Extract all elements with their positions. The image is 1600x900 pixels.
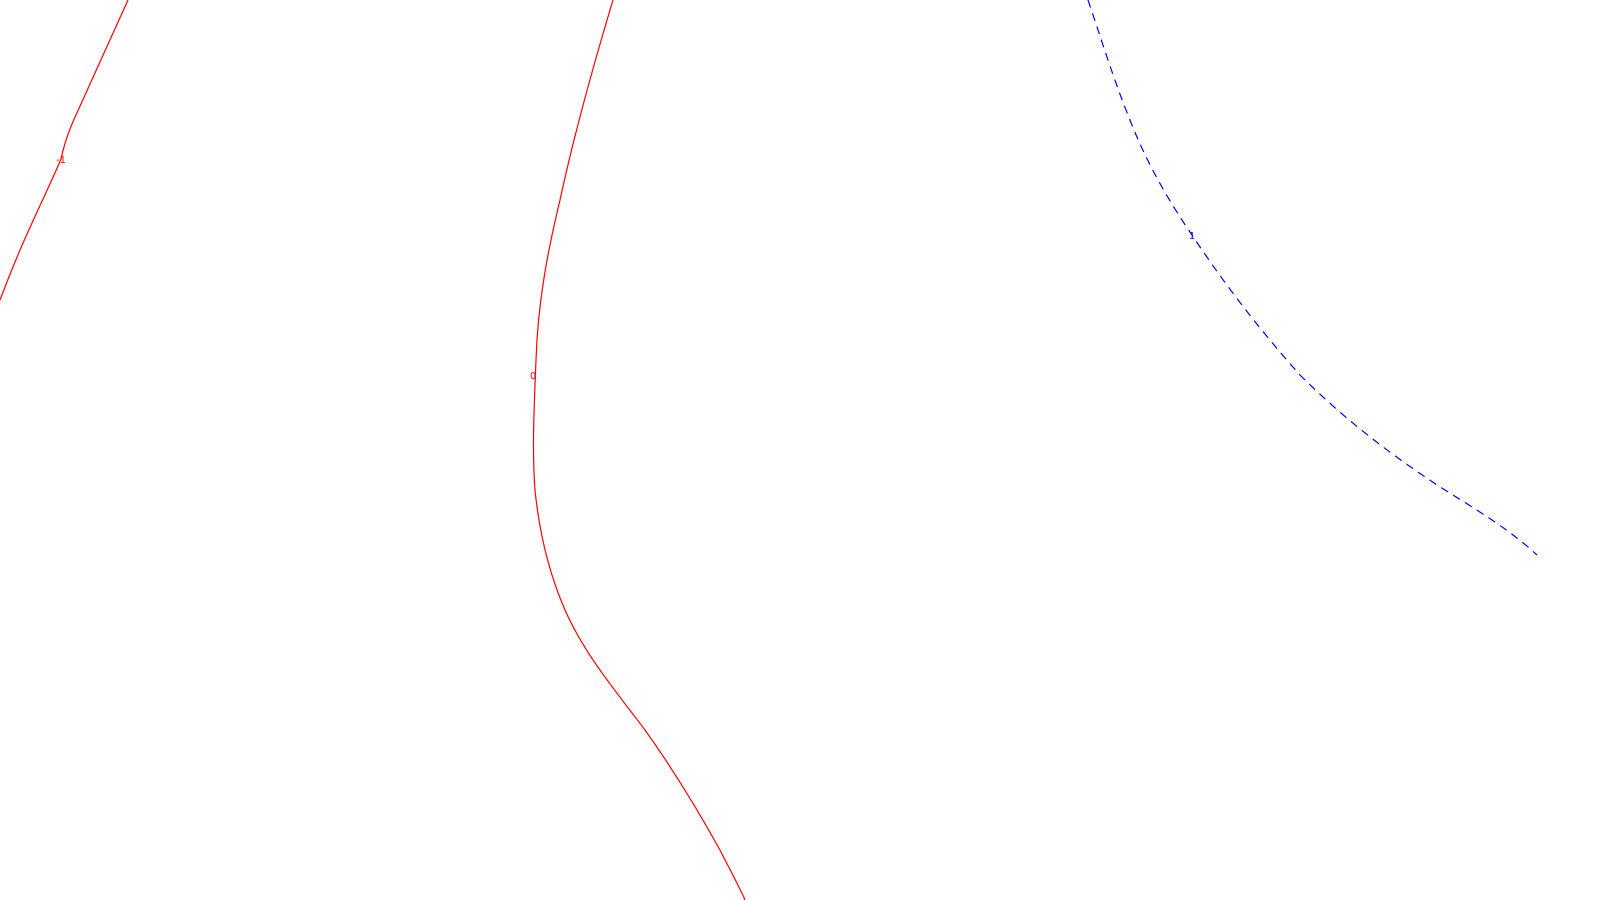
contour-label-1: 1 [1189, 231, 1195, 242]
contour-level-0: 0 [530, 0, 746, 900]
contour-label-minus-1: -1 [56, 155, 66, 166]
contour-level-minus-1: -1 [0, 0, 129, 301]
contour-line-1 [1087, 0, 1538, 556]
contour-label-0: 0 [530, 371, 536, 382]
contour-line-minus-1 [0, 0, 129, 301]
contour-level-1: 1 [1087, 0, 1538, 556]
contour-line-0 [532, 0, 746, 900]
